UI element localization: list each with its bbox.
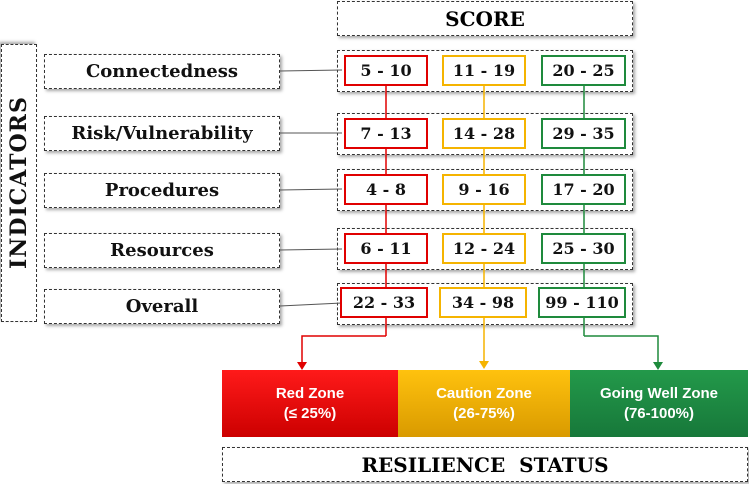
score-cell-caution: 9 - 16 <box>442 174 526 205</box>
score-value: 29 - 35 <box>552 124 615 143</box>
score-cell-green: 17 - 20 <box>541 174 626 205</box>
indicator-resources: Resources <box>44 233 280 268</box>
indicator-label: Connectedness <box>85 61 239 82</box>
score-cell-green: 99 - 110 <box>538 287 626 318</box>
connector-line <box>279 188 343 191</box>
score-value: 9 - 16 <box>458 180 510 199</box>
score-value: 5 - 10 <box>360 61 412 80</box>
zone-going-well: Going Well Zone (76-100%) <box>570 370 748 437</box>
indicator-risk-vulnerability: Risk/Vulnerability <box>44 116 280 151</box>
green-arrow-head <box>653 362 663 370</box>
score-header-label: SCORE <box>445 6 525 31</box>
resilience-status-label: RESILIENCE STATUS <box>222 447 748 482</box>
connector-line <box>279 302 343 307</box>
score-cell-red: 6 - 11 <box>344 233 428 264</box>
score-cell-red: 22 - 33 <box>340 287 428 318</box>
zone-range: (76-100%) <box>623 404 695 422</box>
score-value: 6 - 11 <box>360 239 412 258</box>
score-value: 7 - 13 <box>360 124 412 143</box>
score-cell-green: 25 - 30 <box>541 233 626 264</box>
score-cell-caution: 11 - 19 <box>442 55 526 86</box>
score-cell-red: 5 - 10 <box>344 55 428 86</box>
zone-name: Going Well Zone <box>599 384 719 402</box>
indicator-connectedness: Connectedness <box>44 54 280 89</box>
score-value: 22 - 33 <box>352 293 416 312</box>
connector-line <box>279 69 343 72</box>
score-cell-caution: 14 - 28 <box>442 118 526 149</box>
zone-name: Caution Zone <box>436 384 532 402</box>
score-header: SCORE <box>337 1 633 36</box>
indicator-label: Procedures <box>104 180 220 201</box>
score-value: 20 - 25 <box>552 61 615 80</box>
score-value: 11 - 19 <box>452 61 516 80</box>
score-value: 14 - 28 <box>452 124 516 143</box>
red-arrow-line <box>301 335 386 366</box>
score-cell-green: 20 - 25 <box>541 55 626 86</box>
score-value: 12 - 24 <box>452 239 516 258</box>
connector-line <box>279 248 343 251</box>
red-arrow-head <box>297 362 307 370</box>
score-value: 34 - 98 <box>451 293 515 312</box>
zone-range: (26-75%) <box>453 404 515 422</box>
score-cell-red: 4 - 8 <box>344 174 428 205</box>
indicator-procedures: Procedures <box>44 173 280 208</box>
zone-caution: Caution Zone (26-75%) <box>398 370 570 437</box>
indicator-label: Resources <box>110 240 214 261</box>
score-value: 17 - 20 <box>552 180 615 199</box>
score-value: 4 - 8 <box>365 180 407 199</box>
indicator-overall: Overall <box>44 289 280 324</box>
score-value: 25 - 30 <box>552 239 615 258</box>
zone-name: Red Zone <box>275 384 345 402</box>
green-arrow-line <box>584 335 659 366</box>
score-cell-caution: 12 - 24 <box>442 233 526 264</box>
zone-red: Red Zone (≤ 25%) <box>222 370 398 437</box>
indicator-label: Risk/Vulnerability <box>71 123 253 144</box>
zone-range: (≤ 25%) <box>283 404 337 422</box>
indicator-label: Overall <box>125 296 199 317</box>
score-cell-caution: 34 - 98 <box>439 287 527 318</box>
score-value: 99 - 110 <box>545 293 619 312</box>
score-cell-red: 7 - 13 <box>344 118 428 149</box>
resilience-status-text: RESILIENCE STATUS <box>361 452 609 477</box>
caution-arrow-head <box>479 361 489 369</box>
score-cell-green: 29 - 35 <box>541 118 626 149</box>
